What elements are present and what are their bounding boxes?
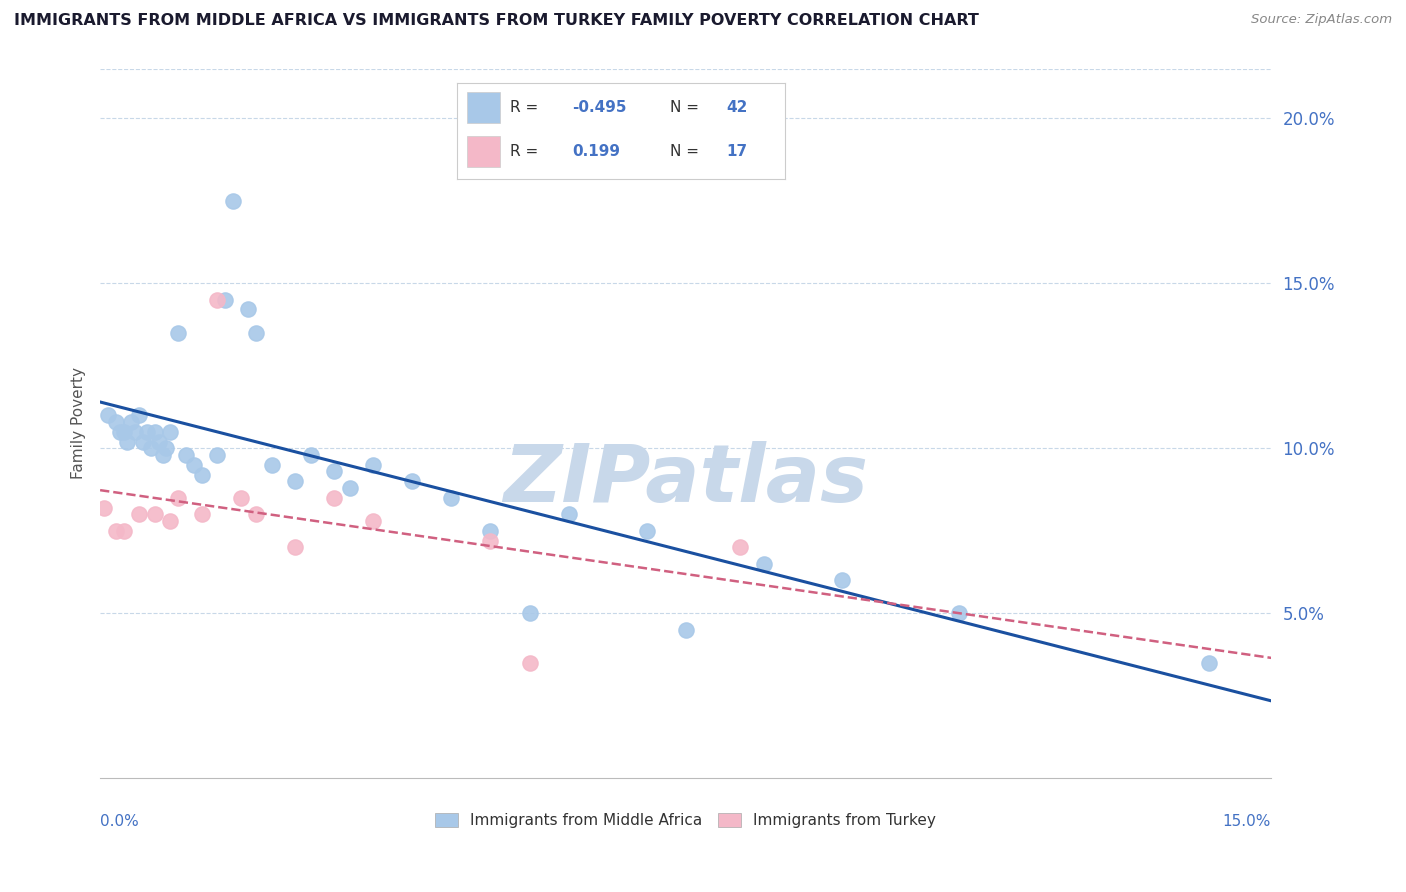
Point	[752, 557, 775, 571]
Text: 15.0%: 15.0%	[1223, 814, 1271, 829]
Text: ZIPatlas: ZIPatlas	[503, 442, 868, 519]
Point	[104, 524, 127, 538]
Point	[207, 448, 229, 462]
Point	[214, 293, 236, 307]
Point	[124, 425, 146, 439]
Point	[557, 507, 579, 521]
Point	[730, 540, 752, 554]
Point	[128, 408, 150, 422]
Point	[401, 474, 423, 488]
Point	[117, 434, 139, 449]
Point	[238, 302, 260, 317]
Point	[284, 540, 307, 554]
Point	[174, 448, 197, 462]
Y-axis label: Family Poverty: Family Poverty	[72, 368, 86, 479]
Point	[190, 467, 212, 482]
Legend: Immigrants from Middle Africa, Immigrants from Turkey: Immigrants from Middle Africa, Immigrant…	[429, 807, 942, 834]
Point	[155, 441, 177, 455]
Point	[948, 606, 970, 620]
Point	[222, 194, 245, 208]
Point	[148, 434, 170, 449]
Point	[128, 507, 150, 521]
Point	[143, 507, 166, 521]
Point	[299, 448, 322, 462]
Point	[104, 415, 127, 429]
Text: 0.0%: 0.0%	[100, 814, 139, 829]
Point	[831, 573, 853, 587]
Point	[143, 425, 166, 439]
Point	[323, 464, 346, 478]
Point	[207, 293, 229, 307]
Point	[112, 425, 135, 439]
Point	[260, 458, 283, 472]
Text: Source: ZipAtlas.com: Source: ZipAtlas.com	[1251, 13, 1392, 27]
Point	[245, 326, 267, 340]
Point	[519, 656, 541, 670]
Point	[245, 507, 267, 521]
Point	[479, 533, 502, 548]
Point	[183, 458, 205, 472]
Point	[519, 606, 541, 620]
Point	[139, 441, 162, 455]
Point	[152, 448, 174, 462]
Point	[1198, 656, 1220, 670]
Point	[132, 434, 155, 449]
Text: IMMIGRANTS FROM MIDDLE AFRICA VS IMMIGRANTS FROM TURKEY FAMILY POVERTY CORRELATI: IMMIGRANTS FROM MIDDLE AFRICA VS IMMIGRA…	[14, 13, 979, 29]
Point	[97, 408, 120, 422]
Point	[363, 458, 385, 472]
Point	[323, 491, 346, 505]
Point	[229, 491, 252, 505]
Point	[675, 623, 697, 637]
Point	[167, 491, 190, 505]
Point	[339, 481, 361, 495]
Point	[159, 425, 181, 439]
Point	[93, 500, 115, 515]
Point	[440, 491, 463, 505]
Point	[479, 524, 502, 538]
Point	[284, 474, 307, 488]
Point	[108, 425, 131, 439]
Point	[120, 415, 142, 429]
Point	[363, 514, 385, 528]
Point	[167, 326, 190, 340]
Point	[190, 507, 212, 521]
Point	[159, 514, 181, 528]
Point	[136, 425, 159, 439]
Point	[636, 524, 658, 538]
Point	[112, 524, 135, 538]
